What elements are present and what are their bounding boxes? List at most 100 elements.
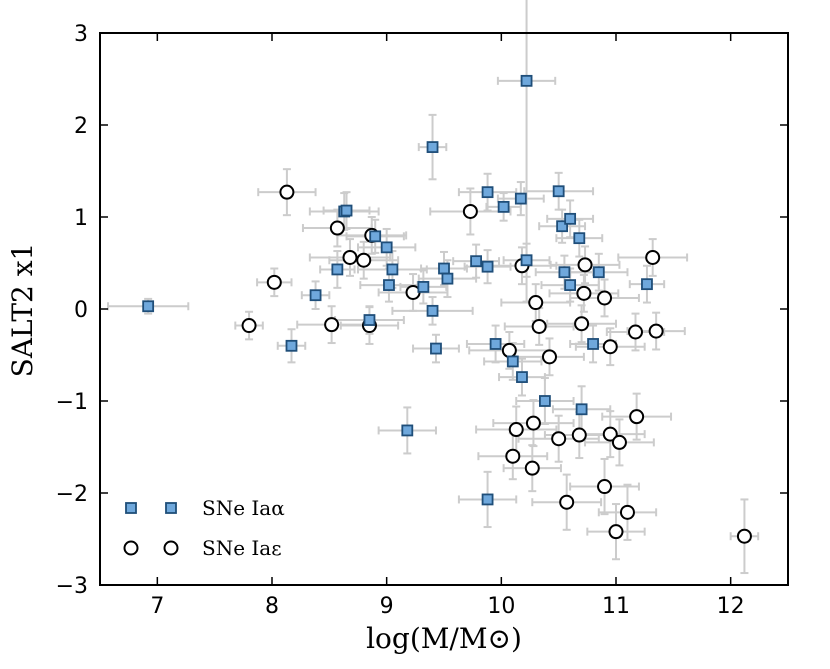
data-point-alpha (142, 300, 155, 313)
data-point-alpha (369, 230, 382, 243)
data-point-alpha (539, 395, 551, 407)
data-point-alpha (573, 232, 586, 245)
axis-ticks (100, 32, 788, 586)
data-point-epsilon (629, 409, 645, 425)
data-point-epsilon (608, 524, 624, 540)
data-point-epsilon (525, 415, 541, 431)
data-point-alpha (426, 141, 439, 153)
data-point-epsilon (501, 342, 517, 358)
legend-marker-alpha-right (165, 502, 177, 514)
data-point-alpha (383, 279, 395, 291)
data-point-alpha (438, 262, 450, 275)
data-point-alpha (564, 279, 577, 291)
data-point-epsilon (524, 460, 540, 476)
x-tick-label: 7 (150, 594, 164, 619)
data-point-alpha (331, 263, 344, 276)
x-axis-title: log(M/M⊙) (366, 622, 522, 655)
y-tick-label: −2 (56, 482, 88, 507)
data-point-epsilon (528, 295, 544, 311)
y-tick-label: 0 (74, 298, 88, 323)
data-point-alpha (592, 266, 605, 279)
data-point-alpha (481, 493, 494, 506)
data-point-alpha (556, 220, 569, 233)
data-point-epsilon (329, 220, 345, 236)
data-point-epsilon (577, 257, 593, 273)
data-point-epsilon (627, 324, 643, 340)
x-tick-label: 8 (265, 594, 279, 619)
data-point-alpha (481, 186, 494, 199)
data-point-epsilon (602, 426, 618, 442)
data-point-alpha (441, 272, 454, 285)
y-tick-labels: −3 −2 −1 0 1 2 3 (56, 22, 88, 599)
data-point-alpha (564, 212, 577, 225)
data-point-epsilon (597, 479, 613, 495)
data-point-epsilon (279, 184, 295, 200)
data-point-alpha (380, 241, 393, 254)
data-point-alpha (520, 74, 533, 87)
data-point-alpha (489, 338, 502, 350)
data-point-epsilon (462, 203, 478, 219)
legend-marker-epsilon-right (163, 540, 179, 556)
data-point-alpha (426, 304, 439, 317)
error-bars-layer (107, 0, 760, 575)
x-tick-label: 9 (380, 594, 394, 619)
data-point-alpha (506, 355, 519, 368)
data-point-alpha (552, 185, 565, 198)
data-point-epsilon (571, 427, 587, 443)
y-tick-label: 3 (74, 22, 88, 47)
data-point-alpha (470, 255, 483, 268)
x-tick-label: 12 (717, 594, 745, 619)
data-point-epsilon (736, 528, 752, 544)
data-point-alpha (575, 403, 588, 416)
data-point-alpha (641, 278, 653, 291)
data-point-alpha (401, 424, 414, 437)
data-point-alpha (340, 204, 353, 217)
data-point-epsilon (342, 249, 358, 265)
data-point-epsilon (551, 431, 567, 447)
data-point-epsilon (508, 422, 524, 438)
data-point-epsilon (505, 448, 521, 464)
data-point-epsilon (576, 285, 592, 301)
data-point-alpha (386, 263, 399, 276)
data-point-alpha (514, 192, 527, 205)
data-point-epsilon (541, 349, 557, 365)
data-point-alpha (285, 339, 298, 352)
data-point-epsilon (531, 318, 547, 334)
data-point-alpha (558, 266, 571, 279)
data-point-alpha (520, 254, 533, 267)
data-point-alpha (417, 281, 430, 293)
legend-marker-epsilon-left (123, 540, 139, 556)
y-tick-label: −1 (56, 390, 88, 415)
legend: SNe Iaα SNe Iaε (123, 496, 285, 560)
y-tick-label: −3 (56, 574, 88, 599)
legend-label-alpha: SNe Iaα (202, 496, 285, 520)
data-point-epsilon (619, 504, 635, 520)
data-point-epsilon (559, 494, 575, 510)
data-point-epsilon (602, 339, 618, 355)
data-point-alpha (309, 289, 322, 302)
data-point-alpha (587, 338, 599, 350)
data-point-epsilon (324, 317, 340, 333)
data-point-alpha (363, 314, 376, 326)
data-point-alpha (497, 200, 510, 213)
data-point-epsilon (574, 316, 590, 332)
data-point-epsilon (266, 274, 282, 290)
data-point-alpha (430, 342, 442, 355)
data-point-epsilon (356, 252, 372, 268)
data-point-epsilon (648, 323, 664, 339)
data-point-alpha (481, 260, 494, 273)
legend-marker-alpha-left (125, 502, 137, 514)
x-tick-labels: 7 8 9 10 11 12 (150, 594, 744, 619)
y-tick-label: 1 (74, 206, 88, 231)
x-tick-label: 11 (602, 594, 630, 619)
data-point-epsilon (241, 318, 257, 334)
data-point-alpha (516, 371, 528, 383)
data-point-epsilon (611, 434, 627, 450)
y-tick-label: 2 (74, 114, 88, 139)
x-tick-label: 10 (487, 594, 515, 619)
markers-layer (142, 74, 752, 544)
legend-label-epsilon: SNe Iaε (202, 536, 282, 560)
data-point-epsilon (645, 249, 661, 265)
